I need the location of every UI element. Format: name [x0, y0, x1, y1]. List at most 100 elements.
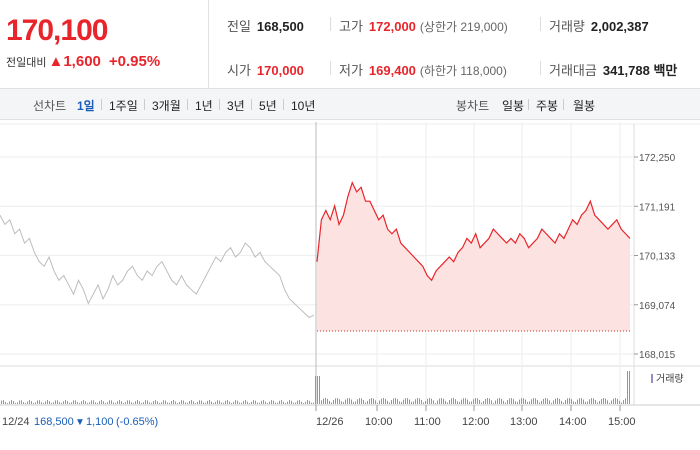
volume-bar [501, 398, 502, 404]
tab-5year[interactable]: 5년 [259, 99, 277, 113]
volume-bar [527, 401, 528, 404]
volume-bar [569, 398, 570, 404]
volume-bar [121, 401, 122, 404]
volume-bar [263, 400, 264, 404]
tab-weekly[interactable]: 주봉 [536, 99, 559, 113]
volume-legend: 거래량 [656, 373, 684, 385]
volume-bar [205, 402, 206, 404]
volume-bar [561, 400, 562, 404]
volume-bar [543, 398, 544, 404]
tab-1week[interactable]: 1주일 [109, 99, 138, 113]
volume-bar [215, 401, 216, 404]
volume-bar [305, 401, 306, 404]
volume-bar [95, 402, 96, 404]
volume-bar [233, 401, 234, 404]
volume-bar [139, 401, 140, 404]
volume-bar [71, 402, 72, 404]
volume-bar [503, 400, 504, 404]
volume-bar [395, 398, 396, 404]
volume-bar [163, 400, 164, 404]
volume-bar [469, 401, 470, 404]
volume-bar [309, 400, 310, 404]
volume-bar [327, 398, 328, 404]
volume-bar [625, 398, 626, 404]
volume-label: 거래량 [549, 19, 585, 34]
volume-bar [129, 400, 130, 404]
volume-bar [197, 401, 198, 404]
volume-bar [419, 398, 420, 404]
volume-bar [287, 401, 288, 404]
volume-bar [247, 401, 248, 404]
volume-bar [97, 402, 98, 404]
volume-bar [79, 402, 80, 404]
tab-3month[interactable]: 3개월 [152, 99, 181, 113]
volume-bar [323, 398, 324, 404]
volume-bar [407, 398, 408, 404]
volume-bar [201, 400, 202, 404]
volume-bar [271, 400, 272, 404]
tab-daily[interactable]: 일봉 [502, 99, 525, 113]
volume-bar [477, 398, 478, 404]
volume-bar [453, 398, 454, 404]
volume-bar [515, 401, 516, 404]
volume-bar [39, 400, 40, 404]
volume-bar [295, 402, 296, 404]
tab-3year[interactable]: 3년 [227, 99, 245, 113]
volume-bar [9, 401, 10, 404]
volume-bar [115, 402, 116, 404]
tab-monthly[interactable]: 월봉 [573, 99, 596, 113]
upper-limit: (상한가 219,000) [419, 20, 508, 34]
volume-bar [283, 401, 284, 404]
volume-bar [47, 400, 48, 404]
x-tick-label: 14:00 [559, 416, 587, 428]
volume-bar [485, 398, 486, 404]
volume-bar [67, 401, 68, 404]
volume-bar [141, 402, 142, 404]
volume-bar [185, 402, 186, 404]
open-stat: 시가 170,000 [227, 60, 304, 79]
volume-bar [113, 402, 114, 404]
volume-bar [297, 400, 298, 404]
volume-bar [423, 402, 424, 404]
volume-bar [371, 398, 372, 404]
volume-bar [43, 402, 44, 404]
volume-bar [595, 399, 596, 404]
volume-bar [391, 400, 392, 404]
volume-bar [257, 402, 258, 404]
today-series-line [316, 180, 631, 282]
volume-bar [77, 402, 78, 404]
volume-bar [387, 400, 388, 404]
volume-bar [623, 400, 624, 404]
volume-bar [37, 400, 38, 404]
volume-bar [57, 400, 58, 404]
volume-bar [239, 402, 240, 404]
volume-bar [125, 402, 126, 404]
volume-bar [277, 402, 278, 404]
volume-bar [209, 400, 210, 404]
volume-bar [557, 398, 558, 404]
volume-bar [511, 398, 512, 404]
tab-1day[interactable]: 1일 [77, 99, 95, 113]
volume-bar [245, 400, 246, 404]
volume-bar [531, 399, 532, 404]
volume-bar [355, 401, 356, 404]
volume-bar [559, 398, 560, 404]
prev-day-label: 12/24 [2, 416, 30, 428]
volume-bar [231, 402, 232, 404]
volume-bar [187, 402, 188, 404]
tab-1year[interactable]: 1년 [195, 99, 213, 113]
volume-bar [107, 402, 108, 404]
volume-bar [525, 399, 526, 404]
volume-bar [203, 402, 204, 404]
volume-bar [581, 398, 582, 404]
volume-bar [219, 400, 220, 404]
volume-bar [105, 402, 106, 404]
volume-bar [11, 400, 12, 404]
volume-bar [15, 402, 16, 404]
volume-bar [281, 400, 282, 404]
volume-bar [381, 398, 382, 404]
tab-10year[interactable]: 10년 [291, 99, 316, 113]
chart-tabbar: 선차트 1일 1주일 3개월 1년 3년 5년 10년 봉차트 일봉 주봉 월봉 [0, 89, 700, 120]
volume-bar [607, 400, 608, 404]
volume-bar [591, 398, 592, 404]
